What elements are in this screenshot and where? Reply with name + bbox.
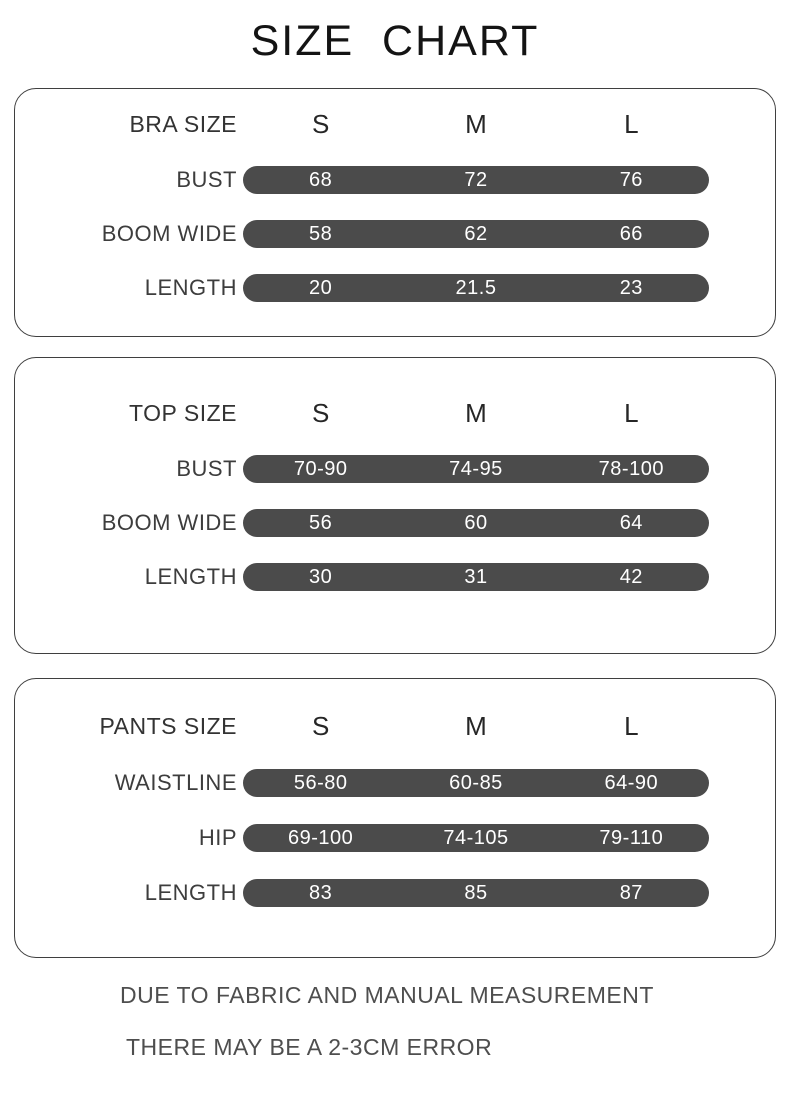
row-label: BUST [176,167,237,193]
value-cell: 74-95 [449,457,503,480]
table-row-bust: BUST 68 72 76 [15,166,775,195]
value-cell: 64-90 [604,771,659,794]
panel-title-bra-size: BRA SIZE [129,111,237,138]
value-cell: 42 [619,565,643,588]
row-label: LENGTH [144,880,237,906]
value-cell: 23 [619,276,643,299]
row-label: BOOM WIDE [101,510,237,536]
value-bar: 70-90 74-95 78-100 [243,455,709,484]
table-row-length: LENGTH 30 31 42 [15,563,775,592]
column-header-m: M [465,711,487,742]
column-header-s: S [311,398,330,429]
column-header-l: L [624,711,639,742]
value-cell: 58 [309,222,333,245]
disclaimer-line-1: DUE TO FABRIC AND MANUAL MEASUREMENT [120,982,654,1009]
value-cell: 66 [619,222,643,245]
value-cell: 64 [619,511,643,534]
column-header-l: L [624,109,639,140]
value-cell: 78-100 [598,457,664,480]
value-cell: 56 [309,511,333,534]
row-label: BUST [176,456,237,482]
size-columns: S M L [243,398,709,429]
top-size-header-row: TOP SIZE S M L [15,398,775,429]
column-header-m: M [465,109,487,140]
value-bar: 68 72 76 [243,166,709,195]
table-row-length: LENGTH 83 85 87 [15,879,775,908]
disclaimer-line-2: THERE MAY BE A 2-3CM ERROR [126,1034,493,1061]
page-title: SIZE CHART [250,17,540,65]
value-cell: 68 [309,168,333,191]
value-cell: 83 [309,881,333,904]
table-row-boom-wide: BOOM WIDE 56 60 64 [15,509,775,538]
row-label: BOOM WIDE [101,221,237,247]
pants-size-header-row: PANTS SIZE S M L [15,711,775,742]
column-header-l: L [624,398,639,429]
value-cell: 85 [464,881,488,904]
column-header-s: S [311,109,330,140]
table-row-boom-wide: BOOM WIDE 58 62 66 [15,220,775,249]
value-cell: 21.5 [455,276,497,299]
value-bar: 30 31 42 [243,563,709,592]
panel-title-pants-size: PANTS SIZE [99,713,237,740]
value-cell: 79-110 [599,826,664,849]
value-cell: 69-100 [288,826,354,849]
bra-size-panel: BRA SIZE S M L BUST 68 72 76 BOOM WIDE 5… [14,88,776,338]
row-label: LENGTH [144,275,237,301]
measurement-disclaimer: DUE TO FABRIC AND MANUAL MEASUREMENT THE… [120,982,790,1061]
value-cell: 20 [309,276,333,299]
value-cell: 70-90 [293,457,348,480]
size-columns: S M L [243,109,709,140]
pants-size-panel: PANTS SIZE S M L WAISTLINE 56-80 60-85 6… [14,678,776,959]
value-bar: 83 85 87 [243,879,709,908]
value-cell: 76 [619,168,643,191]
value-cell: 74-105 [443,826,509,849]
size-columns: S M L [243,711,709,742]
value-cell: 87 [619,881,643,904]
table-row-bust: BUST 70-90 74-95 78-100 [15,455,775,484]
top-size-panel: TOP SIZE S M L BUST 70-90 74-95 78-100 B… [14,357,776,655]
value-bar: 56 60 64 [243,509,709,538]
value-cell: 60 [464,511,488,534]
row-label: WAISTLINE [114,770,237,796]
value-bar: 56-80 60-85 64-90 [243,769,709,798]
value-cell: 30 [309,565,333,588]
value-cell: 60-85 [449,771,503,794]
value-bar: 58 62 66 [243,220,709,249]
table-row-length: LENGTH 20 21.5 23 [15,274,775,303]
value-bar: 20 21.5 23 [243,274,709,303]
row-label: HIP [198,825,237,851]
value-bar: 69-100 74-105 79-110 [243,824,709,853]
value-cell: 31 [464,565,488,588]
table-row-waistline: WAISTLINE 56-80 60-85 64-90 [15,769,775,798]
row-label: LENGTH [144,564,237,590]
panel-title-top-size: TOP SIZE [129,400,237,427]
bra-size-header-row: BRA SIZE S M L [15,109,775,140]
value-cell: 56-80 [293,771,348,794]
table-row-hip: HIP 69-100 74-105 79-110 [15,824,775,853]
value-cell: 72 [464,168,488,191]
column-header-s: S [311,711,330,742]
value-cell: 62 [464,222,488,245]
column-header-m: M [465,398,487,429]
